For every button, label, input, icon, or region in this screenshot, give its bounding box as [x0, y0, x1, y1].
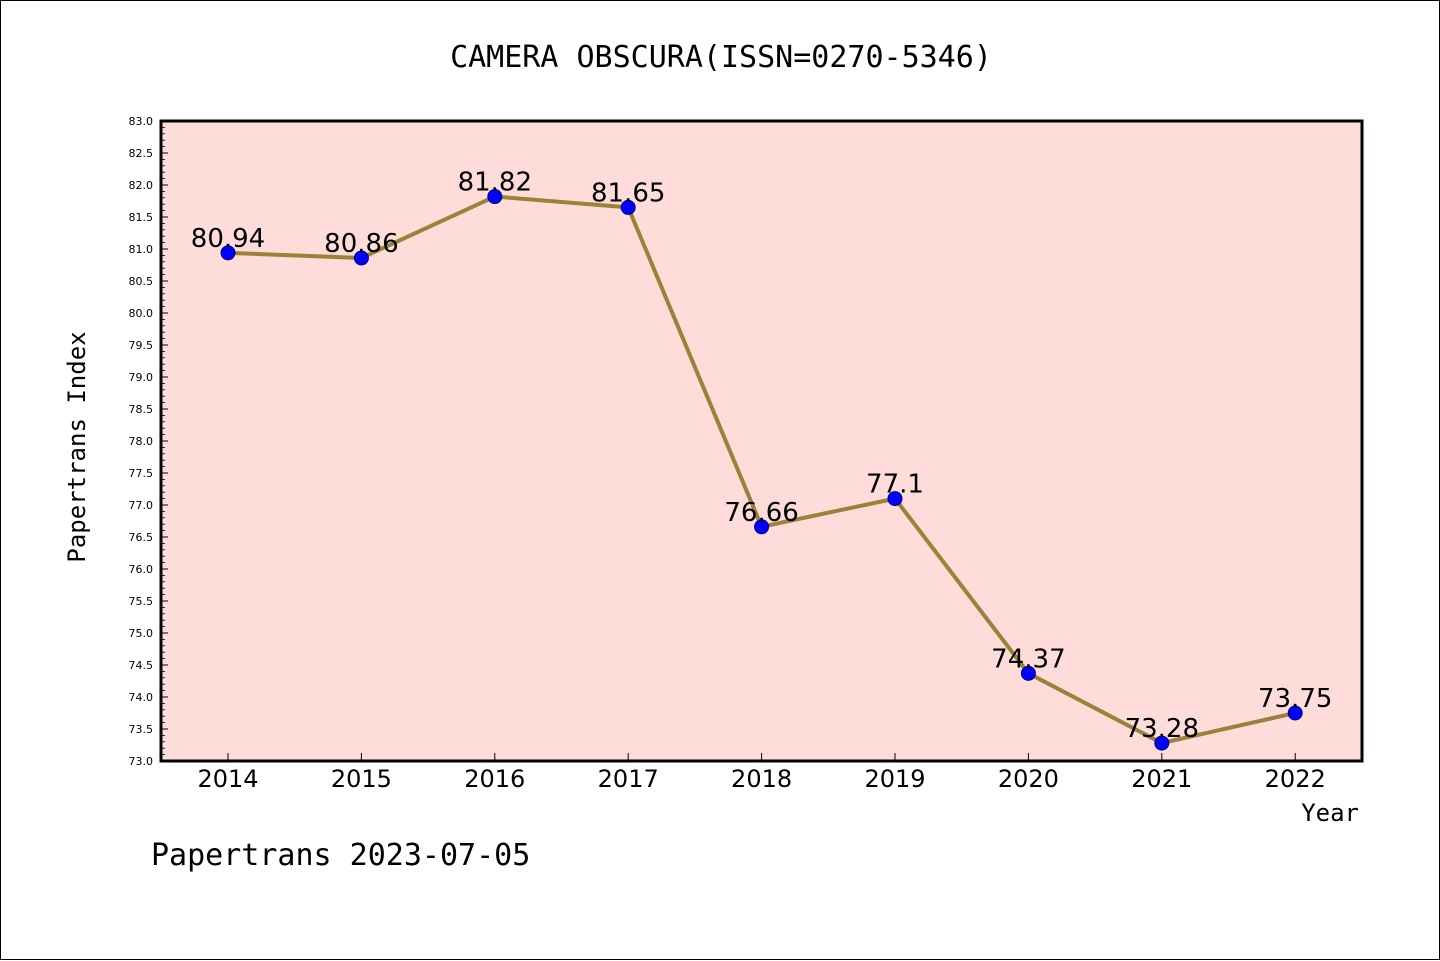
- y-tick-label: 76.5: [129, 531, 154, 544]
- data-label: 74.37: [991, 644, 1065, 674]
- x-tick-label: 2019: [864, 765, 925, 793]
- data-label: 73.75: [1258, 684, 1332, 714]
- data-label: 80.94: [191, 224, 265, 254]
- y-tick-label: 76.0: [129, 563, 154, 576]
- y-tick-label: 79.0: [129, 371, 154, 384]
- chart-footer: Papertrans 2023-07-05: [151, 838, 530, 873]
- x-tick-label: 2018: [731, 765, 792, 793]
- data-label: 81.82: [458, 168, 532, 198]
- x-tick-label: 2017: [598, 765, 659, 793]
- data-label: 76.66: [724, 498, 798, 528]
- data-point: [887, 491, 903, 507]
- data-point: [487, 189, 503, 205]
- y-tick-label: 83.0: [129, 115, 154, 128]
- chart-title: CAMERA OBSCURA(ISSN=0270-5346): [450, 40, 992, 75]
- y-tick-label: 81.0: [129, 243, 154, 256]
- plot-area: [161, 121, 1362, 761]
- data-point: [1020, 665, 1036, 681]
- y-tick-label: 73.5: [129, 723, 154, 736]
- x-tick-label: 2021: [1131, 765, 1192, 793]
- data-point: [1154, 735, 1170, 751]
- x-tick-label: 2015: [331, 765, 392, 793]
- y-tick-label: 79.5: [129, 339, 154, 352]
- y-tick-label: 74.5: [129, 659, 154, 672]
- data-label: 80.86: [324, 229, 398, 259]
- y-tick-label: 74.0: [129, 691, 154, 704]
- y-tick-label: 80.0: [129, 307, 154, 320]
- data-label: 77.1: [866, 470, 924, 500]
- y-tick-label: 81.5: [129, 211, 154, 224]
- data-point: [620, 199, 636, 215]
- y-tick-label: 77.0: [129, 499, 154, 512]
- x-tick-label: 2016: [464, 765, 525, 793]
- y-tick-label: 73.0: [129, 755, 154, 768]
- x-axis-label: Year: [1301, 799, 1359, 827]
- x-tick-label: 2014: [197, 765, 258, 793]
- data-point: [220, 245, 236, 261]
- y-tick-label: 78.0: [129, 435, 154, 448]
- y-axis-label: Papertrans Index: [63, 331, 91, 562]
- data-point: [353, 250, 369, 266]
- y-tick-label: 82.0: [129, 179, 154, 192]
- x-tick-label: 2020: [998, 765, 1059, 793]
- data-label: 73.28: [1125, 714, 1199, 744]
- y-tick-label: 75.5: [129, 595, 154, 608]
- y-tick-label: 77.5: [129, 467, 154, 480]
- data-label: 81.65: [591, 178, 665, 208]
- y-tick-label: 78.5: [129, 403, 154, 416]
- y-tick-label: 80.5: [129, 275, 154, 288]
- x-tick-label: 2022: [1265, 765, 1326, 793]
- y-tick-label: 82.5: [129, 147, 154, 160]
- data-point: [1287, 705, 1303, 721]
- plot-layer: 73.0 73.5 74.0 74.5 75.0 75.5 76.0 76.5 77.0 77.5…: [129, 115, 1364, 793]
- data-point: [754, 519, 770, 535]
- plot-frame: [159, 119, 1364, 763]
- y-tick-label: 75.0: [129, 627, 154, 640]
